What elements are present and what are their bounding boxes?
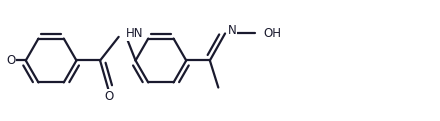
Text: O: O bbox=[104, 90, 113, 103]
Text: OH: OH bbox=[263, 27, 281, 40]
Text: HN: HN bbox=[126, 27, 144, 40]
Text: O: O bbox=[6, 54, 15, 67]
Text: N: N bbox=[227, 24, 236, 37]
